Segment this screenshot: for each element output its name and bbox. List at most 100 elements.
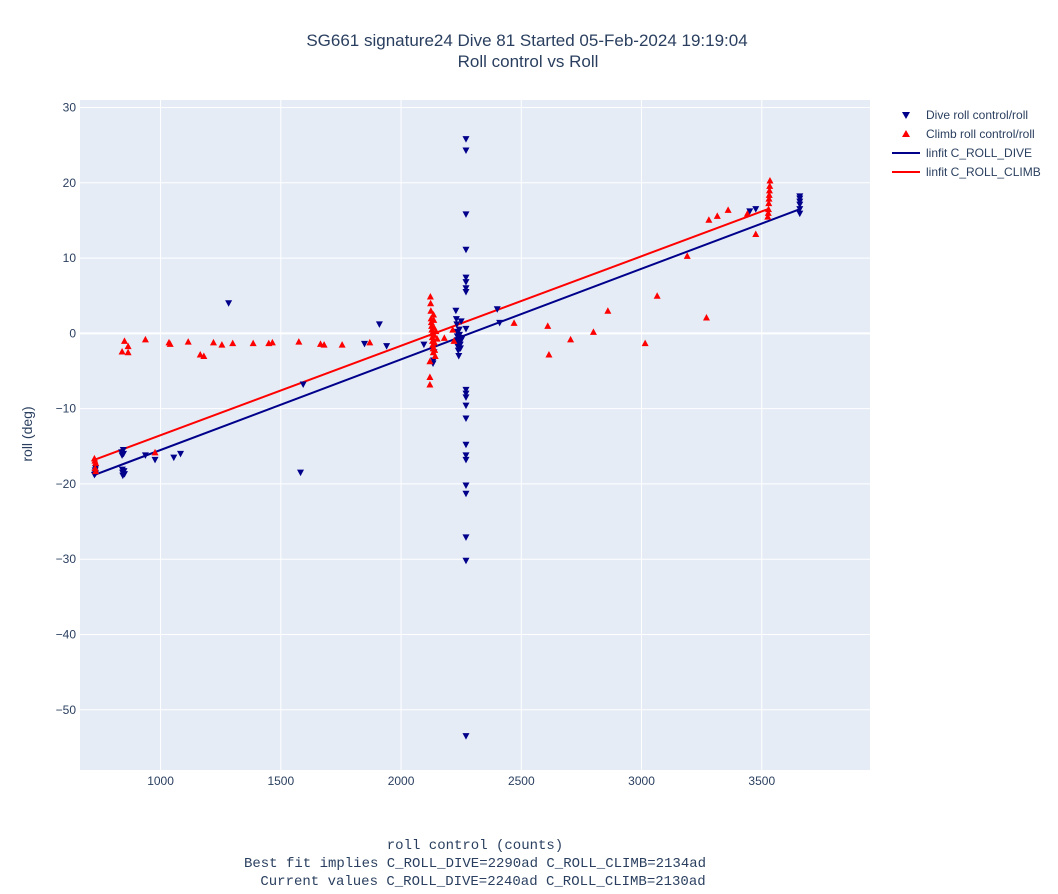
current-values-note: Current values C_ROLL_DIVE=2240ad C_ROLL… xyxy=(260,874,705,890)
y-axis-title: roll (deg) xyxy=(19,406,35,461)
y-tick-label: −30 xyxy=(56,552,77,566)
y-tick-label: 30 xyxy=(63,101,77,115)
climb-point xyxy=(184,338,192,345)
climb-point xyxy=(545,350,553,358)
climb-point xyxy=(765,195,773,202)
chart-subtitle: Roll control vs Roll xyxy=(458,52,599,71)
climb-point xyxy=(589,328,597,335)
dive-point xyxy=(225,300,233,307)
dive-point xyxy=(462,441,470,449)
dive-point xyxy=(462,279,470,286)
dive-point xyxy=(375,321,383,328)
climb-point xyxy=(426,292,434,300)
dive-point xyxy=(462,211,470,218)
plot-background xyxy=(80,100,870,770)
y-axis-ticks: 30 20 10 0 −10 −20 −30 −40 −50 xyxy=(56,101,77,717)
plot-area xyxy=(90,136,804,740)
y-tick-label: −50 xyxy=(56,703,77,717)
dive-point xyxy=(462,452,470,459)
x-axis-title: roll control (counts) xyxy=(387,838,563,854)
dive-point xyxy=(462,274,470,282)
y-tick-label: −20 xyxy=(56,477,77,491)
climb-point xyxy=(200,352,208,359)
y-tick-label: −40 xyxy=(56,627,77,641)
climb-point xyxy=(431,352,439,359)
climb-point xyxy=(141,335,149,343)
dive-point xyxy=(297,469,305,477)
dive-point xyxy=(462,394,470,401)
climb-point xyxy=(766,177,774,184)
dive-point xyxy=(456,341,464,349)
legend-fit-dive-label: linfit C_ROLL_DIVE xyxy=(926,146,1032,160)
legend-item-fit-dive[interactable]: linfit C_ROLL_DIVE xyxy=(892,146,1032,160)
climb-point xyxy=(764,209,772,216)
dive-point xyxy=(462,147,470,154)
dive-point xyxy=(383,343,391,350)
climb-point xyxy=(91,464,99,472)
dive-point xyxy=(796,206,804,213)
climb-point xyxy=(641,339,649,347)
dive-point xyxy=(462,534,470,541)
dive-point xyxy=(177,450,185,458)
climb-point xyxy=(449,326,457,333)
climb-point xyxy=(705,216,713,223)
dive-point xyxy=(420,341,428,349)
climb-point xyxy=(92,467,100,475)
dive-point xyxy=(170,454,178,462)
climb-point xyxy=(431,346,439,353)
legend-climb-marker xyxy=(902,130,910,137)
x-tick-label: 3500 xyxy=(748,774,775,788)
climb-point xyxy=(249,339,257,347)
climb-point xyxy=(544,322,552,329)
climb-point xyxy=(604,307,612,314)
climb-point xyxy=(764,213,772,220)
climb-point xyxy=(209,338,217,346)
climb-point xyxy=(765,205,773,213)
dive-point xyxy=(151,456,159,464)
climb-point xyxy=(450,337,458,344)
legend-item-climb[interactable]: Climb roll control/roll xyxy=(902,127,1035,141)
climb-point xyxy=(765,199,773,207)
dive-point xyxy=(493,306,501,313)
dive-point xyxy=(299,381,307,389)
climb-point xyxy=(766,182,774,189)
legend-item-fit-climb[interactable]: linfit C_ROLL_CLIMB xyxy=(892,165,1041,179)
legend-climb-label: Climb roll control/roll xyxy=(926,127,1035,141)
dive-point xyxy=(120,471,128,478)
climb-point xyxy=(567,335,575,343)
climb-point xyxy=(765,186,773,194)
dive-point xyxy=(452,307,460,315)
climb-point xyxy=(433,335,441,342)
dive-point xyxy=(120,450,128,458)
x-tick-label: 1500 xyxy=(267,774,294,788)
climb-point xyxy=(295,338,303,345)
climb-point xyxy=(427,307,435,314)
dive-point xyxy=(455,326,463,334)
legend: Dive roll control/roll Climb roll contro… xyxy=(892,108,1041,179)
climb-point xyxy=(426,373,434,381)
dive-point xyxy=(462,288,470,296)
legend-item-dive[interactable]: Dive roll control/roll xyxy=(902,108,1028,122)
dive-point xyxy=(462,456,470,464)
best-fit-note: Best fit implies C_ROLL_DIVE=2290ad C_RO… xyxy=(244,856,706,872)
x-tick-label: 3000 xyxy=(628,774,655,788)
legend-dive-label: Dive roll control/roll xyxy=(926,108,1028,122)
dive-point xyxy=(457,318,465,325)
dive-point xyxy=(462,246,470,254)
dive-point xyxy=(119,447,127,454)
x-tick-label: 2000 xyxy=(388,774,415,788)
climb-point xyxy=(510,319,518,326)
climb-point xyxy=(196,350,204,358)
climb-point xyxy=(702,314,710,321)
dive-point xyxy=(462,325,470,333)
climb-point xyxy=(151,448,159,456)
climb-point xyxy=(713,212,721,219)
climb-point xyxy=(427,299,435,307)
climb-point xyxy=(229,339,237,347)
dive-point xyxy=(462,390,470,398)
climb-point xyxy=(338,341,346,348)
dive-point xyxy=(456,345,464,352)
climb-point xyxy=(653,292,661,299)
y-tick-label: −10 xyxy=(56,402,77,416)
